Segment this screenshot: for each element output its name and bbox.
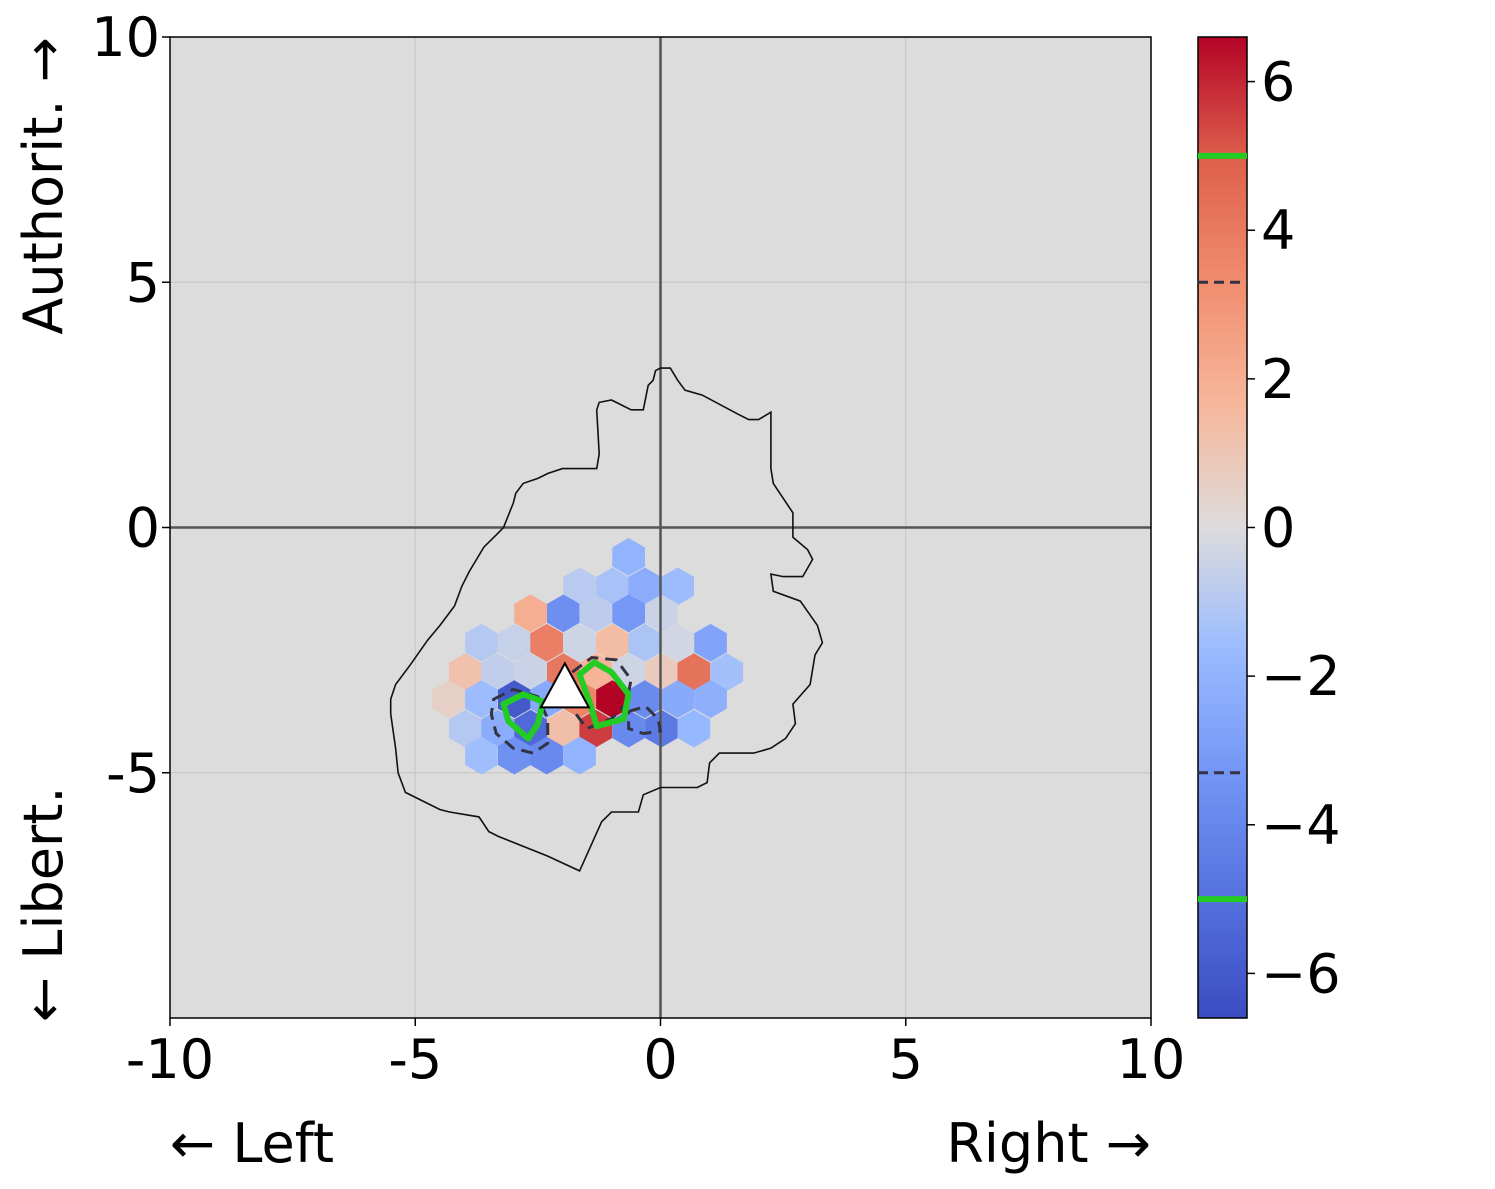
x-axis-ticks: -10 -5 0 5 10: [126, 1018, 1185, 1091]
hex-cell: [612, 594, 645, 633]
hex-cell: [530, 736, 564, 775]
y-tick-label: 0: [126, 497, 160, 560]
hex-cell: [547, 594, 580, 633]
distribution-outline: [389, 367, 824, 872]
colorbar-contour-lines: [1198, 152, 1247, 903]
x-label-left: ← Left: [170, 1112, 334, 1175]
y-axis-ticks: -5 0 5 10: [91, 6, 170, 805]
hex-cell: [677, 709, 711, 748]
hex-cell: [498, 736, 531, 775]
hex-cell: [579, 653, 613, 692]
hex-cell: [498, 623, 531, 662]
hex-cell: [694, 623, 727, 662]
hex-cell: [661, 680, 694, 719]
colorbar-tick-label: 0: [1261, 497, 1295, 560]
colorbar-ticks: −6 −4 −2 0 2 4 6: [1247, 51, 1341, 1005]
colorbar-tick-label: −6: [1261, 942, 1341, 1005]
hex-cell: [481, 653, 514, 692]
hex-cell: [596, 567, 629, 606]
hexbin-cells: [432, 538, 744, 775]
x-tick-label: 10: [1117, 1028, 1186, 1091]
hex-cell: [596, 623, 629, 662]
hex-cell: [563, 736, 596, 775]
hex-cell: [710, 653, 744, 692]
y-label-top: Authorit. →: [12, 37, 75, 335]
dashed-contour: [489, 687, 550, 755]
y-tick-label: 10: [91, 6, 160, 69]
hex-cell: [448, 653, 482, 692]
hex-cell: [448, 709, 482, 748]
y-tick-label: -5: [106, 742, 160, 805]
hex-cell: [547, 709, 580, 748]
hex-cell: [563, 567, 596, 606]
colorbar: [1197, 36, 1248, 1019]
hex-cell: [612, 538, 645, 576]
y-tick-label: 5: [126, 251, 160, 314]
x-tick-label: 0: [643, 1028, 677, 1091]
hex-cell: [563, 623, 596, 662]
dashed-contour: [627, 704, 663, 736]
colorbar-tick-label: 4: [1261, 199, 1295, 262]
hex-cell: [465, 736, 498, 775]
hex-cell: [514, 653, 547, 692]
hex-cell: [465, 623, 498, 662]
green-contours: [500, 659, 632, 742]
green-contour: [576, 659, 632, 730]
colorbar-tick-label: 2: [1261, 348, 1295, 411]
hex-cell: [628, 567, 662, 606]
x-tick-label: 5: [889, 1028, 923, 1091]
hex-cell: [432, 680, 465, 719]
hex-cell: [514, 594, 547, 633]
zero-axes: [170, 37, 1151, 1018]
hex-cell: [465, 680, 498, 719]
colorbar-tick-label: −2: [1261, 645, 1341, 708]
hex-cell: [661, 567, 694, 606]
x-tick-label: -10: [126, 1028, 214, 1091]
hex-cell: [628, 623, 662, 662]
triangle-marker: [539, 661, 591, 709]
x-tick-label: -5: [388, 1028, 442, 1091]
colorbar-tick-label: 6: [1261, 51, 1295, 114]
hex-cell: [677, 653, 711, 692]
hex-cell: [579, 594, 613, 633]
colorbar-tick-label: −4: [1261, 794, 1341, 857]
y-label-bottom: ← Libert.: [12, 786, 75, 1022]
hex-cell: [694, 680, 727, 719]
hex-cell: [530, 623, 564, 662]
green-contour: [500, 691, 546, 742]
hex-cell: [661, 623, 694, 662]
x-label-right: Right →: [946, 1112, 1151, 1175]
